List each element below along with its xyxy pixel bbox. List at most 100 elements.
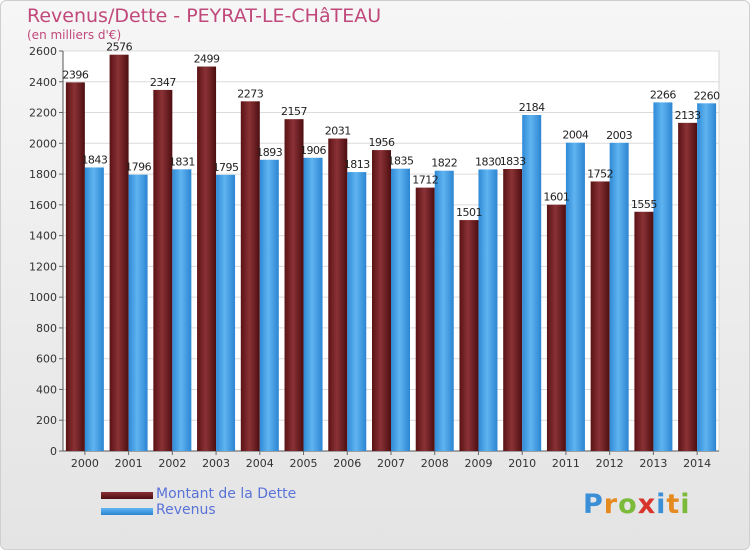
bar-revenus bbox=[522, 115, 542, 451]
x-tick-label: 2010 bbox=[508, 457, 536, 470]
bar-revenus bbox=[609, 142, 629, 451]
data-label: 2396 bbox=[62, 68, 88, 81]
logo-letter: i bbox=[680, 489, 691, 520]
legend-label-revenus: Revenus bbox=[156, 502, 216, 518]
data-label: 1752 bbox=[587, 167, 613, 180]
x-tick-label: 2004 bbox=[246, 457, 274, 470]
x-tick-label: 2000 bbox=[71, 457, 99, 470]
bar-revenus bbox=[172, 169, 192, 452]
y-tick-label: 1000 bbox=[29, 291, 57, 304]
data-label: 2266 bbox=[650, 88, 676, 101]
data-label: 1813 bbox=[344, 158, 370, 171]
bar-dette bbox=[65, 82, 85, 451]
bar-dette bbox=[109, 54, 129, 451]
bar-dette bbox=[328, 138, 348, 452]
data-label: 1555 bbox=[631, 198, 657, 211]
data-label: 1822 bbox=[431, 157, 457, 170]
bar-dette bbox=[372, 150, 391, 452]
y-tick-label: 2600 bbox=[29, 45, 57, 58]
data-label: 2499 bbox=[194, 53, 220, 66]
y-tick-label: 200 bbox=[36, 414, 57, 427]
x-tick-label: 2012 bbox=[596, 457, 624, 470]
x-tick-label: 2013 bbox=[639, 457, 667, 470]
y-tick-label: 1800 bbox=[29, 168, 57, 181]
bar-dette bbox=[678, 122, 698, 451]
bar-dette bbox=[197, 66, 217, 452]
data-label: 2260 bbox=[694, 89, 720, 102]
y-tick-label: 2000 bbox=[29, 137, 57, 150]
data-label: 1795 bbox=[213, 161, 239, 174]
x-tick-label: 2007 bbox=[377, 457, 405, 470]
legend-swatch-dette bbox=[101, 492, 153, 499]
x-tick-label: 2006 bbox=[333, 457, 361, 470]
bar-revenus bbox=[303, 157, 323, 451]
bar-revenus bbox=[478, 169, 498, 451]
y-tick-label: 800 bbox=[36, 322, 57, 335]
logo-letter: o bbox=[618, 489, 638, 520]
data-label: 1956 bbox=[369, 136, 395, 149]
logo-letter: i bbox=[656, 489, 667, 520]
x-tick-label: 2011 bbox=[552, 457, 580, 470]
y-tick-label: 2400 bbox=[29, 76, 57, 89]
data-label: 1830 bbox=[475, 155, 501, 168]
legend-label-dette: Montant de la Dette bbox=[156, 486, 297, 502]
chart-title: Revenus/Dette - PEYRAT-LE-CHâTEAU bbox=[27, 5, 382, 27]
data-label: 1893 bbox=[256, 146, 282, 159]
x-tick-label: 2008 bbox=[421, 457, 449, 470]
data-label: 2031 bbox=[325, 125, 351, 138]
data-label: 2273 bbox=[237, 87, 263, 100]
data-label: 1831 bbox=[169, 155, 195, 168]
bar-dette bbox=[634, 211, 654, 451]
bar-dette bbox=[415, 187, 435, 451]
y-tick-label: 1600 bbox=[29, 199, 57, 212]
data-label: 2184 bbox=[519, 101, 545, 114]
x-tick-label: 2005 bbox=[290, 457, 318, 470]
data-label: 1906 bbox=[300, 144, 326, 157]
bar-dette bbox=[503, 169, 523, 451]
chart-subtitle: (en milliers d'€) bbox=[27, 28, 122, 42]
bar-dette bbox=[546, 204, 566, 451]
x-tick-label: 2002 bbox=[158, 457, 186, 470]
data-label: 1833 bbox=[500, 155, 526, 168]
bar-revenus bbox=[216, 174, 236, 451]
legend-swatch-revenus bbox=[101, 508, 153, 515]
bar-revenus bbox=[259, 159, 279, 451]
logo-letter: P bbox=[583, 489, 604, 520]
bar-dette bbox=[240, 101, 260, 452]
bar-revenus bbox=[84, 167, 104, 451]
logo-letter: x bbox=[637, 489, 657, 520]
y-tick-label: 1400 bbox=[29, 230, 57, 243]
bar-revenus bbox=[347, 172, 367, 452]
x-tick-label: 2014 bbox=[683, 457, 711, 470]
data-label: 1843 bbox=[81, 153, 107, 166]
data-label: 1835 bbox=[388, 155, 414, 168]
bar-dette bbox=[590, 181, 610, 451]
data-label: 2576 bbox=[106, 41, 132, 54]
bar-revenus bbox=[434, 170, 454, 451]
data-label: 2133 bbox=[675, 109, 701, 122]
data-label: 2347 bbox=[150, 76, 176, 89]
bar-revenus bbox=[565, 142, 585, 451]
bar-revenus bbox=[653, 102, 673, 451]
y-tick-label: 2200 bbox=[29, 107, 57, 120]
data-label: 2157 bbox=[281, 105, 307, 118]
data-label: 1601 bbox=[543, 191, 569, 204]
x-tick-label: 2001 bbox=[115, 457, 143, 470]
proxiti-logo: Proxiti bbox=[583, 489, 691, 520]
data-label: 1712 bbox=[412, 174, 438, 187]
x-tick-label: 2003 bbox=[202, 457, 230, 470]
y-tick-label: 1200 bbox=[29, 260, 57, 273]
bar-revenus bbox=[391, 168, 410, 451]
data-label: 1501 bbox=[456, 206, 482, 219]
y-tick-label: 600 bbox=[36, 353, 57, 366]
x-tick-label: 2009 bbox=[464, 457, 492, 470]
bar-dette bbox=[153, 89, 173, 451]
bar-revenus bbox=[697, 103, 717, 452]
y-tick-label: 0 bbox=[50, 445, 57, 458]
data-label: 2003 bbox=[606, 129, 632, 142]
data-label: 1796 bbox=[125, 161, 151, 174]
bar-dette bbox=[459, 220, 479, 451]
bar-revenus bbox=[128, 174, 148, 451]
